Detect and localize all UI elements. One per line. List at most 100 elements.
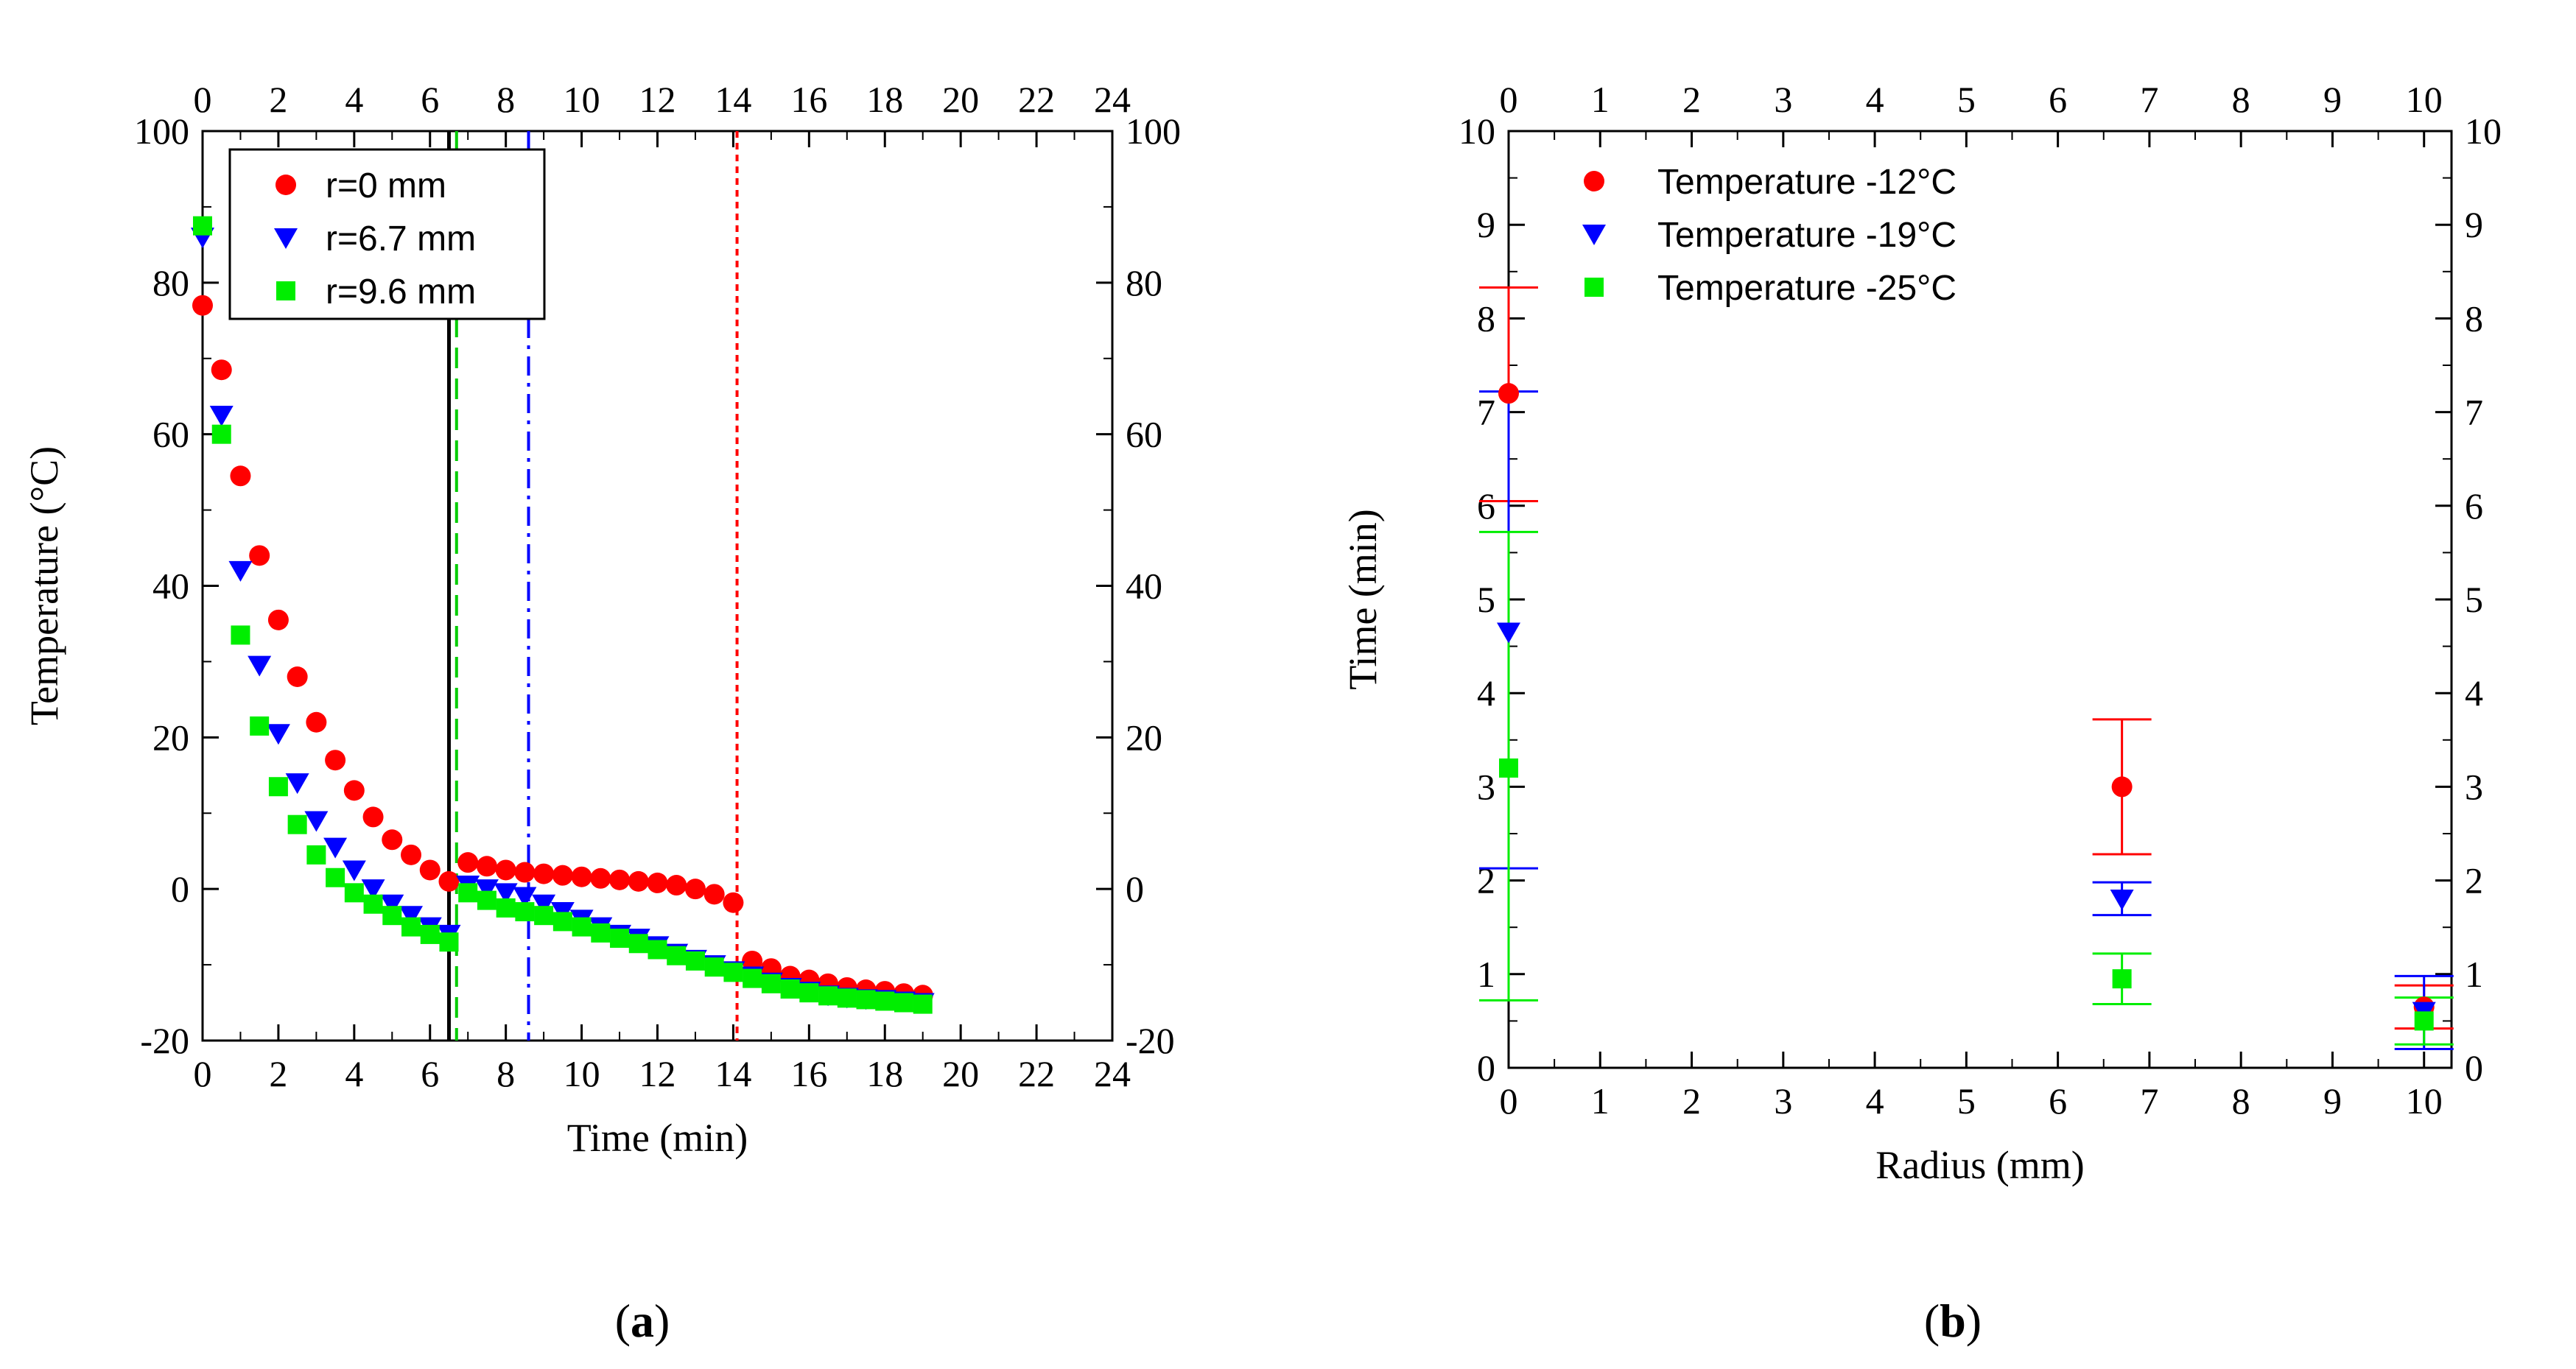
y-axis-title: Time (min) — [1341, 509, 1385, 690]
data-point — [703, 884, 725, 905]
x-tick-label-top: 3 — [1774, 79, 1792, 120]
y-tick-label: 40 — [152, 566, 189, 607]
data-point — [419, 859, 441, 881]
x-tick-label: 22 — [1018, 1053, 1055, 1094]
data-point — [326, 867, 345, 887]
data-point — [571, 866, 592, 887]
legend-marker — [274, 228, 298, 249]
data-point — [667, 946, 687, 965]
y-tick-label-right: 40 — [1126, 566, 1162, 607]
data-point — [267, 609, 289, 630]
data-point — [249, 545, 270, 566]
y-tick-label: 6 — [1477, 485, 1495, 527]
x-tick-label: 24 — [1094, 1053, 1131, 1094]
y-tick-label: 4 — [1477, 672, 1495, 714]
data-point — [250, 716, 270, 736]
y-tick-label-right: 0 — [2465, 1047, 2483, 1088]
y-tick-label: 20 — [152, 717, 189, 758]
x-tick-label-top: 6 — [421, 79, 439, 120]
y-tick-label-right: 0 — [1126, 868, 1144, 909]
data-point — [231, 625, 250, 645]
x-tick-label: 12 — [639, 1053, 676, 1094]
x-tick-label: 5 — [1957, 1080, 1976, 1122]
data-point — [474, 879, 499, 901]
data-point — [591, 923, 611, 943]
data-point — [211, 424, 231, 444]
data-point — [287, 814, 307, 834]
data-point — [344, 883, 364, 903]
data-point — [248, 655, 272, 677]
data-point — [515, 902, 535, 922]
data-point — [628, 934, 648, 954]
data-point — [2414, 1011, 2434, 1031]
x-tick-label: 8 — [496, 1053, 515, 1094]
data-point — [875, 991, 895, 1011]
data-point — [742, 950, 763, 971]
data-point — [209, 405, 234, 426]
data-point — [1499, 758, 1518, 778]
x-tick-label: 6 — [2049, 1080, 2067, 1122]
x-tick-label-top: 12 — [639, 79, 676, 120]
x-axis-title: Time (min) — [567, 1116, 748, 1160]
data-point — [495, 859, 516, 881]
x-tick-label-top: 6 — [2049, 79, 2067, 120]
data-point — [609, 869, 631, 890]
y-tick-label: 1 — [1477, 954, 1495, 995]
y-tick-label-right: 3 — [2465, 766, 2483, 807]
data-point — [382, 906, 402, 926]
data-point — [287, 666, 308, 687]
data-point — [2110, 890, 2134, 911]
panel-label-open: ( — [1924, 1295, 1940, 1347]
legend-marker — [276, 281, 295, 300]
legend-marker — [1584, 171, 1604, 191]
data-point — [684, 879, 706, 900]
legend-label: r=9.6 mm — [326, 272, 476, 312]
legend-label: r=0 mm — [326, 166, 446, 205]
legend-label: Temperature -12°C — [1657, 163, 1956, 202]
y-tick-label: 9 — [1477, 204, 1495, 245]
data-point — [1498, 383, 1519, 404]
data-point — [2112, 969, 2132, 989]
data-point — [228, 560, 253, 582]
y-tick-label: 0 — [171, 868, 189, 909]
data-point — [343, 780, 365, 801]
y-tick-label: -20 — [140, 1020, 189, 1061]
data-point — [438, 870, 460, 892]
x-tick-label-top: 10 — [2406, 79, 2443, 120]
data-point — [743, 968, 762, 988]
x-tick-label: 14 — [715, 1053, 751, 1094]
x-tick-label-top: 4 — [345, 79, 363, 120]
data-point — [458, 883, 478, 903]
x-tick-label-top: 4 — [1866, 79, 1884, 120]
data-point — [401, 917, 421, 937]
y-tick-label: 100 — [134, 110, 189, 152]
y-tick-label-right: 6 — [2465, 485, 2483, 527]
x-tick-label: 0 — [1500, 1080, 1518, 1122]
data-point — [230, 465, 251, 487]
x-tick-label: 4 — [345, 1053, 363, 1094]
x-tick-label: 2 — [269, 1053, 287, 1094]
y-tick-label: 80 — [152, 262, 189, 303]
panel-label-letter: b — [1940, 1295, 1966, 1347]
y-tick-label: 10 — [1459, 110, 1495, 152]
x-tick-label: 3 — [1774, 1080, 1792, 1122]
data-point — [723, 962, 743, 982]
data-point — [572, 917, 592, 937]
data-point — [476, 856, 497, 877]
x-tick-label-top: 14 — [715, 79, 751, 120]
y-tick-label-right: 9 — [2465, 204, 2483, 245]
data-point — [723, 892, 744, 913]
x-tick-label-top: 0 — [194, 79, 212, 120]
data-point — [2111, 776, 2133, 798]
data-point — [685, 951, 705, 971]
data-point — [362, 806, 384, 828]
data-point — [610, 929, 630, 949]
y-tick-label-right: 60 — [1126, 414, 1162, 455]
x-tick-label-top: 1 — [1591, 79, 1610, 120]
data-point — [590, 867, 611, 889]
data-point — [477, 890, 496, 910]
x-tick-label-top: 7 — [2140, 79, 2158, 120]
data-point — [913, 994, 933, 1014]
